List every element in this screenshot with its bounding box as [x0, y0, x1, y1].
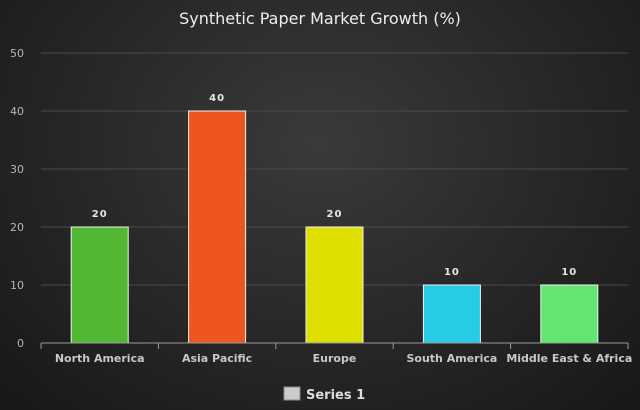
data-label: 20 [92, 209, 108, 220]
data-labels: 20 40 20 10 10 [92, 93, 577, 278]
chart-title: Synthetic Paper Market Growth (%) [179, 9, 461, 28]
bar[interactable] [540, 284, 599, 344]
x-axis-labels: North America Asia Pacific Europe South Ame… [55, 352, 632, 365]
data-label: 40 [209, 93, 225, 104]
data-label: 10 [444, 267, 460, 278]
legend-label[interactable]: Series 1 [306, 388, 365, 403]
x-category-label: Asia Pacific [182, 352, 252, 365]
x-category-label: South America [406, 352, 497, 365]
data-label: 20 [327, 209, 343, 220]
x-category-label: Europe [313, 352, 357, 365]
y-tick-label: 10 [10, 279, 24, 292]
bars [70, 110, 599, 344]
y-tick-label: 50 [10, 47, 24, 60]
y-tick-label: 40 [10, 105, 24, 118]
bar[interactable] [70, 226, 129, 344]
legend[interactable]: Series 1 [283, 386, 365, 403]
legend-swatch[interactable] [283, 386, 301, 401]
grid-lines [41, 52, 628, 286]
bar[interactable] [188, 110, 247, 344]
x-category-label: North America [55, 352, 145, 365]
bar[interactable] [422, 284, 481, 344]
data-label: 10 [561, 267, 577, 278]
x-axis [40, 342, 629, 349]
y-tick-label: 30 [10, 163, 24, 176]
y-tick-label: 20 [10, 221, 24, 234]
y-tick-label: 0 [17, 337, 24, 350]
bar[interactable] [305, 226, 364, 344]
x-category-label: Middle East & Africa [506, 352, 632, 365]
y-axis-ticks: 0 10 20 30 40 50 [10, 47, 24, 350]
